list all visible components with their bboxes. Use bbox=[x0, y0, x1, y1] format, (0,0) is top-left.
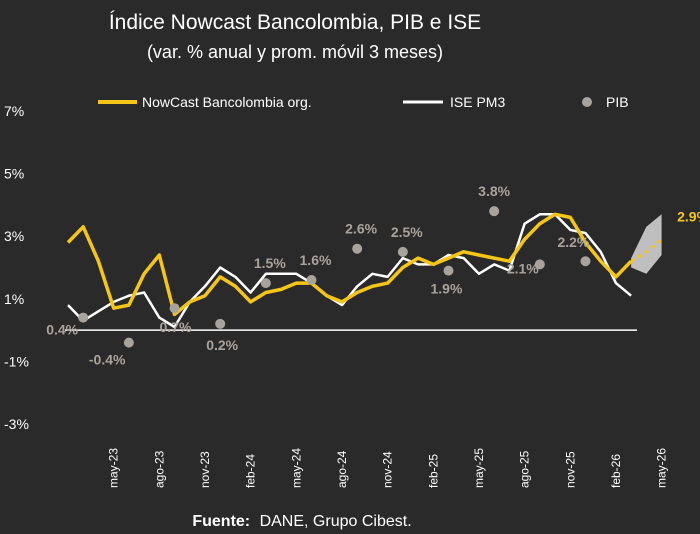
pib-label: -0.4% bbox=[89, 352, 126, 368]
legend-ise-label: ISE PM3 bbox=[450, 94, 505, 110]
x-axis: may-23 ago-23 nov-23 feb-24 may-24 ago-24 nov-… bbox=[107, 448, 669, 488]
plot-area: 0.4% -0.4% 0.7% 0.2% 1.5% 1.6% 2.6% 2.5% 1.9% 3.8… bbox=[46, 183, 700, 367]
pib-point bbox=[123, 337, 134, 348]
forecast-band bbox=[631, 214, 662, 274]
pib-label: 2.2% bbox=[557, 234, 589, 250]
pib-point bbox=[352, 243, 363, 254]
x-tick-label: feb-25 bbox=[426, 454, 440, 488]
source-label: Fuente: bbox=[192, 513, 250, 530]
x-tick-label: ago-23 bbox=[152, 450, 166, 488]
x-tick-label: may-26 bbox=[655, 448, 669, 488]
legend-nowcast-label: NowCast Bancolombia org. bbox=[142, 94, 312, 110]
x-tick-label: may-24 bbox=[289, 448, 303, 488]
forecast-end-label: 2.9% bbox=[677, 208, 700, 224]
pib-point bbox=[489, 206, 500, 217]
pib-point bbox=[169, 303, 180, 314]
pib-label: 1.6% bbox=[300, 252, 332, 268]
source-note: Fuente: DANE, Grupo Cibest. bbox=[192, 513, 411, 530]
pib-label: 0.4% bbox=[46, 322, 78, 338]
pib-label: 0.2% bbox=[206, 337, 238, 353]
pib-label: 0.7% bbox=[160, 319, 192, 335]
legend-pib-swatch bbox=[582, 97, 592, 107]
pib-point bbox=[580, 256, 591, 267]
x-tick-label: may-23 bbox=[107, 448, 121, 488]
pib-point bbox=[215, 318, 226, 329]
pib-point bbox=[443, 265, 454, 276]
y-tick-label: -1% bbox=[4, 353, 29, 369]
y-tick-label: -3% bbox=[4, 416, 29, 432]
series-nowcast-line bbox=[66, 212, 633, 317]
series-forecast-line bbox=[630, 238, 663, 263]
pib-label: 1.9% bbox=[431, 281, 463, 297]
y-tick-label: 5% bbox=[4, 166, 24, 182]
pib-point bbox=[260, 278, 271, 289]
x-tick-label: ago-24 bbox=[335, 450, 349, 488]
pib-point bbox=[397, 246, 408, 257]
x-tick-label: feb-26 bbox=[609, 454, 623, 488]
y-axis: 7% 5% 3% 1% -1% -3% bbox=[4, 103, 29, 432]
pib-label: 1.5% bbox=[254, 255, 286, 271]
legend-pib-label: PIB bbox=[606, 94, 629, 110]
source-text: DANE, Grupo Cibest. bbox=[260, 513, 412, 530]
pib-point bbox=[78, 312, 89, 323]
y-tick-label: 1% bbox=[4, 291, 24, 307]
x-tick-label: nov-24 bbox=[381, 451, 395, 488]
chart-title: Índice Nowcast Bancolombia, PIB e ISE bbox=[109, 11, 481, 34]
x-tick-label: nov-25 bbox=[563, 451, 577, 488]
x-tick-label: nov-23 bbox=[198, 451, 212, 488]
y-tick-label: 7% bbox=[4, 103, 24, 119]
x-tick-label: ago-25 bbox=[518, 450, 532, 488]
x-tick-label: feb-24 bbox=[244, 454, 258, 488]
legend: NowCast Bancolombia org. ISE PM3 PIB bbox=[98, 94, 629, 110]
pib-point bbox=[534, 259, 545, 270]
pib-point bbox=[306, 275, 317, 286]
pib-label: 2.6% bbox=[345, 221, 377, 237]
y-tick-label: 3% bbox=[4, 228, 24, 244]
pib-label: 3.8% bbox=[478, 183, 510, 199]
pib-label: 2.1% bbox=[507, 260, 539, 276]
x-tick-label: may-25 bbox=[472, 448, 486, 488]
chart-subtitle: (var. % anual y prom. móvil 3 meses) bbox=[147, 42, 443, 62]
pib-label: 2.5% bbox=[391, 224, 423, 240]
